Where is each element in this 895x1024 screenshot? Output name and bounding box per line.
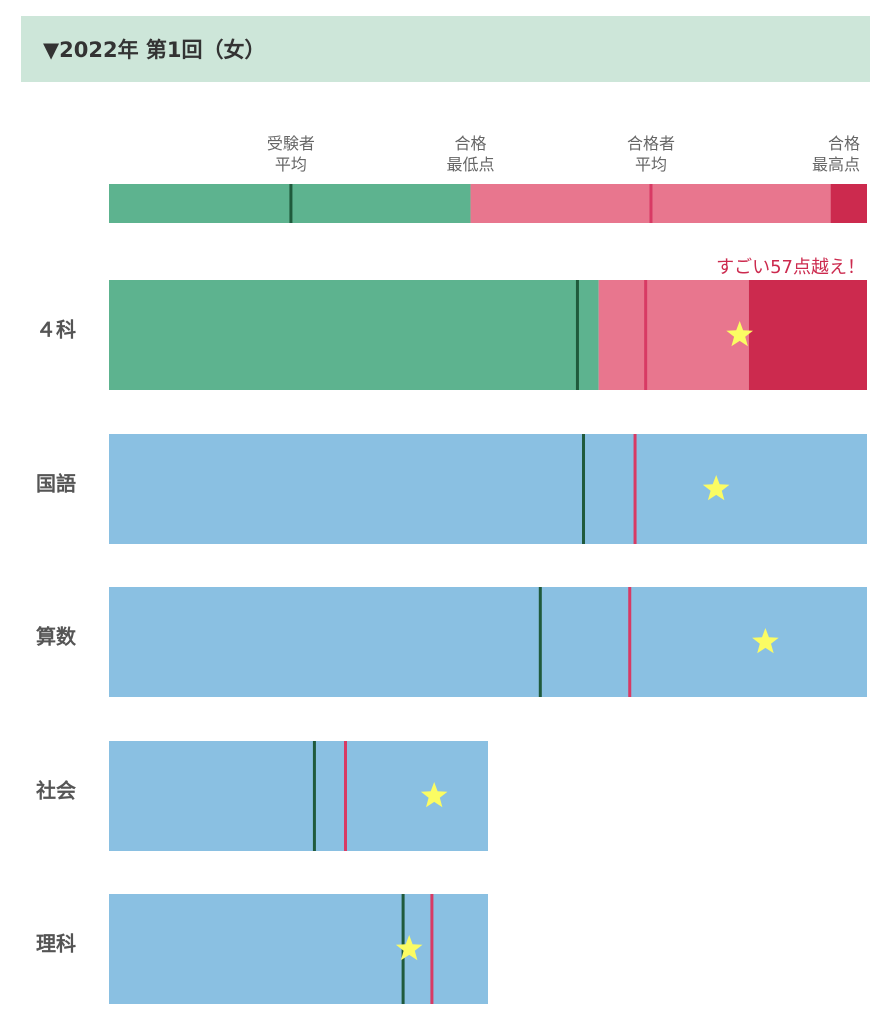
subject-label-math: 算数 xyxy=(36,624,76,649)
legend-examinee-average-line xyxy=(289,184,293,223)
legend-examinee-average: 受験者 平均 xyxy=(267,133,315,175)
legend-examinee-average-line2: 平均 xyxy=(274,155,307,174)
bar-social-score-star-icon xyxy=(420,782,448,808)
bar-japanese-examinee-average-line xyxy=(582,434,586,544)
bar-math xyxy=(109,587,867,697)
bar-four-pass-zone xyxy=(598,280,749,390)
legend-pass-maximum-line2: 最高点 xyxy=(811,155,860,174)
legend-passer-average: 合格者 平均 xyxy=(627,133,675,175)
legend-pass-minimum: 合格 最低点 xyxy=(447,133,495,175)
legend-passer-average-line xyxy=(649,184,653,223)
bar-science xyxy=(109,894,488,1004)
bar-math-score-star-icon xyxy=(752,628,779,654)
legend-top-zone xyxy=(830,184,867,223)
bar-math-examinee-average-line xyxy=(538,587,542,697)
bar-four-top-zone xyxy=(748,280,867,390)
bar-four-examinee-average-line xyxy=(575,280,579,390)
legend-pass-minimum-line1: 合格 xyxy=(454,134,487,153)
subject-label-japanese: 国語 xyxy=(36,471,76,496)
bar-social-passer-average-line xyxy=(343,741,347,851)
subject-label-social: 社会 xyxy=(36,778,76,803)
bar-social-examinee-average-line xyxy=(312,741,316,851)
subject-label-science: 理科 xyxy=(36,931,76,956)
section-header: ▼2022年 第1回（女） xyxy=(21,16,870,82)
bar-japanese-score-star-icon xyxy=(702,475,730,501)
bar-japanese-passer-average-line xyxy=(633,434,637,544)
legend-pass-minimum-line2: 最低点 xyxy=(446,155,495,174)
bar-social xyxy=(109,741,488,851)
bar-math-passer-average-line xyxy=(628,587,632,697)
legend-examinee-average-line1: 受験者 xyxy=(266,134,315,153)
section-title: ▼2022年 第1回（女） xyxy=(43,38,266,62)
legend-pass-maximum-line1: 合格 xyxy=(827,134,860,153)
bar-four-fail-zone xyxy=(109,280,599,390)
legend-pass-maximum: 合格 最高点 xyxy=(812,133,860,175)
score-callout: すごい57点越え！ xyxy=(716,257,865,278)
bar-four-score-star-icon xyxy=(726,321,753,347)
legend-passer-average-line2: 平均 xyxy=(634,155,667,174)
bar-japanese xyxy=(109,434,867,544)
bar-science-score-star-icon xyxy=(395,935,423,961)
bar-science-passer-average-line xyxy=(430,894,434,1004)
bar-four-passer-average-line xyxy=(644,280,648,390)
subject-label-four: ４科 xyxy=(36,317,76,342)
legend-passer-average-line1: 合格者 xyxy=(626,134,675,153)
